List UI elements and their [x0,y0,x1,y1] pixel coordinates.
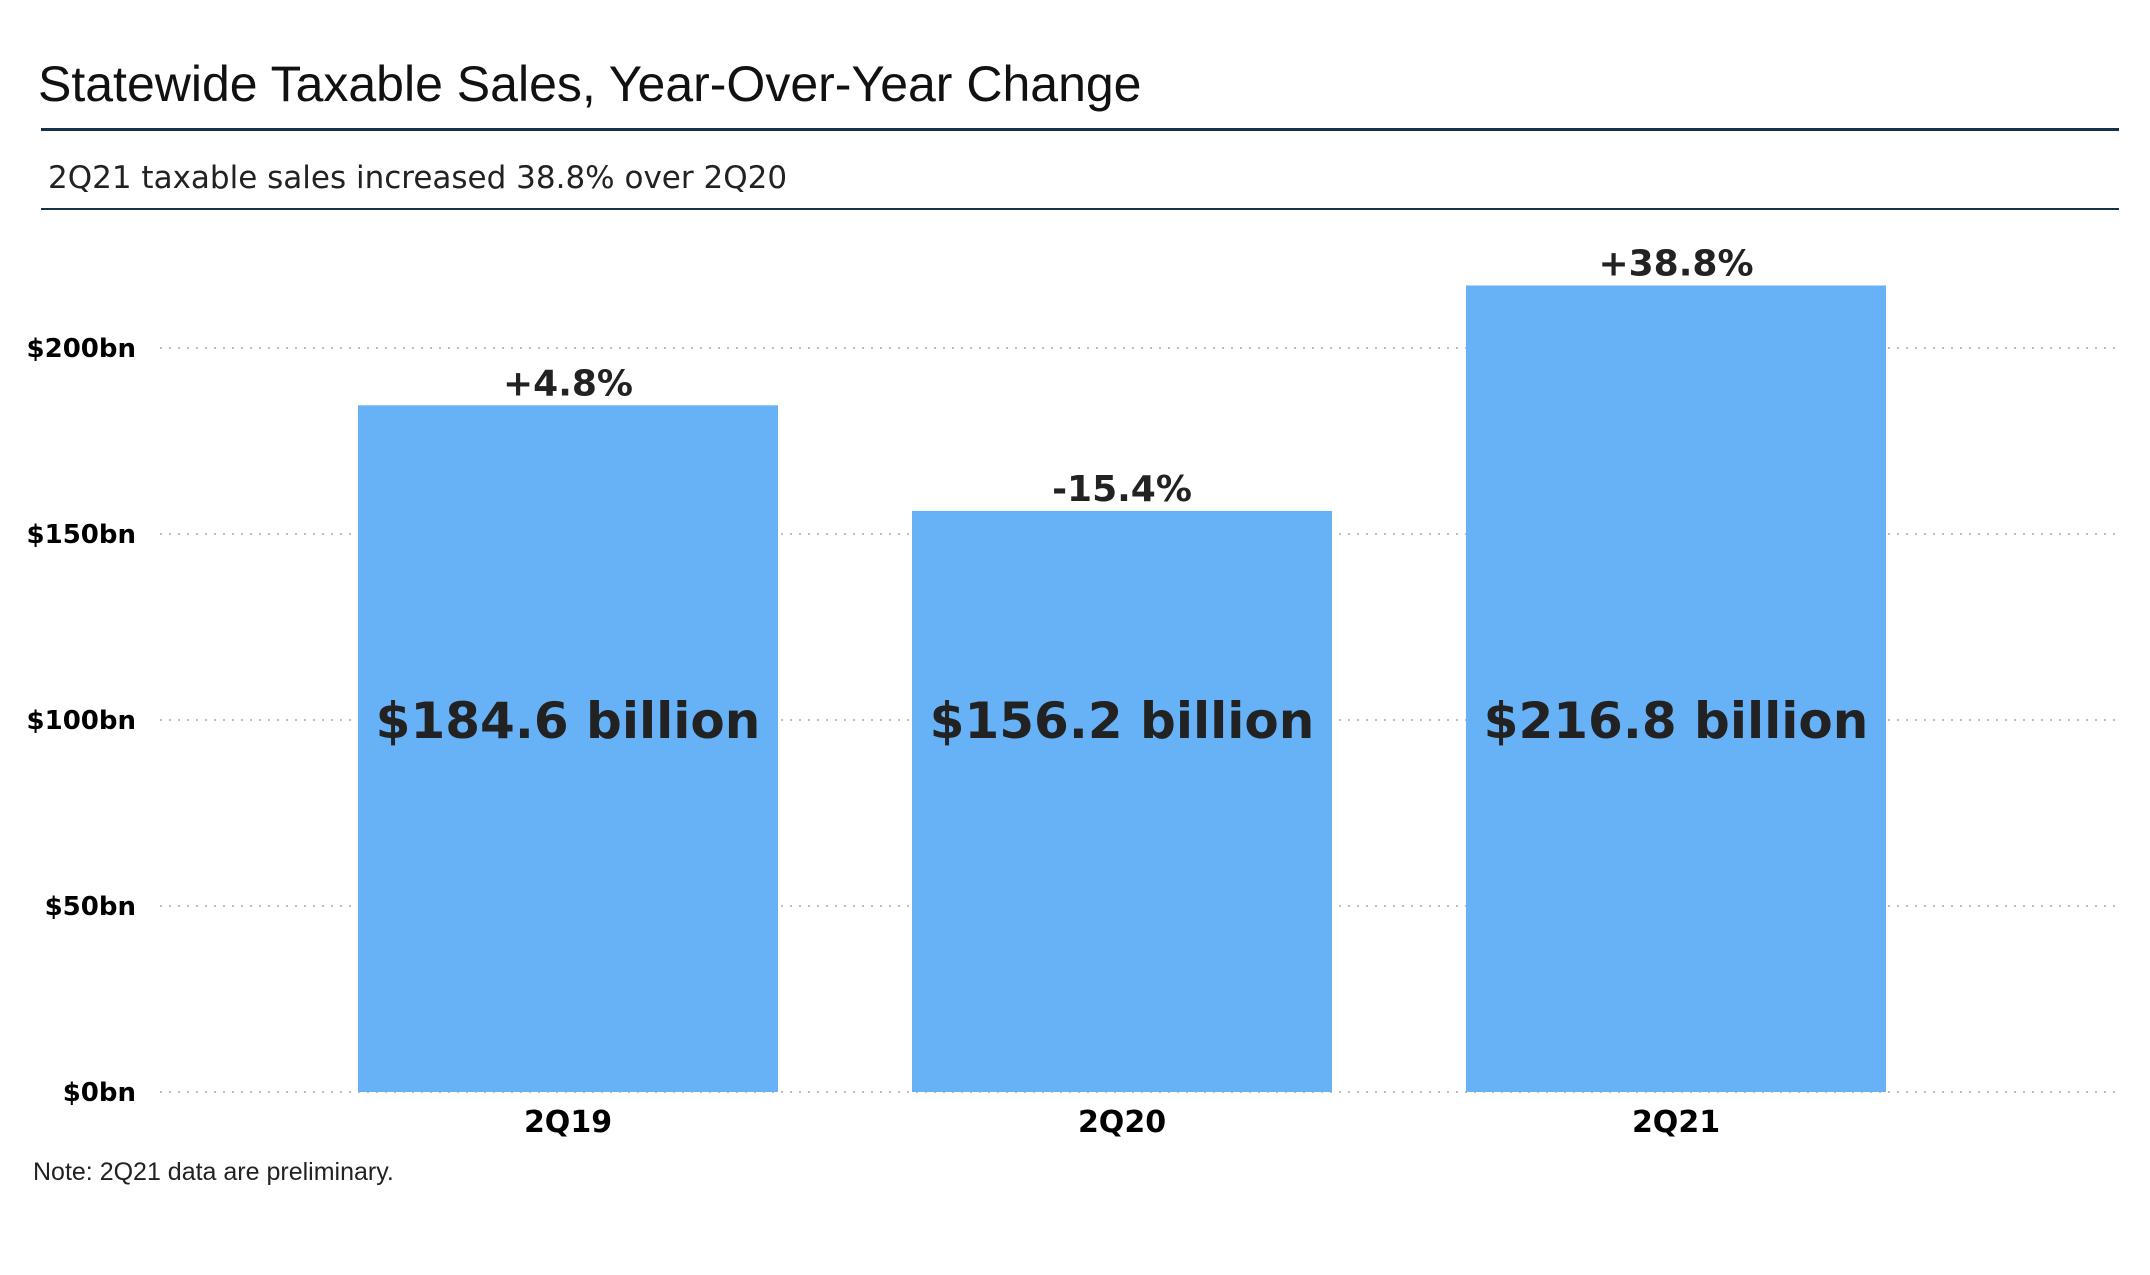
footnote: Note: 2Q21 data are preliminary. [33,1158,394,1186]
bars [358,285,1886,1093]
bar-labels: $184.6 billion +4.8% $156.2 billion -15.4% $… [376,244,1869,750]
x-tick-label: 2Q19 [524,1105,612,1140]
bar-change-label: +38.8% [1598,244,1753,285]
y-tick-label: $200bn [27,334,136,364]
bar-value-label: $184.6 billion [376,692,761,750]
y-tick-label: $100bn [27,706,136,736]
y-tick-label: $0bn [63,1078,136,1108]
bar-change-label: -15.4% [1052,469,1192,510]
subtitle-rule [41,208,2119,210]
y-tick-label: $50bn [45,892,136,922]
bar [1466,285,1886,1092]
y-axis-ticks: $0bn $50bn $100bn $150bn $200bn [27,334,136,1108]
x-axis-ticks: 2Q19 2Q20 2Q21 [524,1105,1720,1140]
bar-value-label: $216.8 billion [1484,692,1869,750]
x-tick-label: 2Q20 [1078,1105,1166,1140]
bar-change-label: +4.8% [503,363,633,404]
y-tick-label: $150bn [27,520,136,550]
bar [912,510,1332,1092]
title-rule [41,128,2119,131]
bar-value-label: $156.2 billion [930,692,1315,750]
chart-subtitle: 2Q21 taxable sales increased 38.8% over … [48,160,788,196]
chart-title: Statewide Taxable Sales, Year-Over-Year … [38,56,1142,112]
x-tick-label: 2Q21 [1632,1105,1720,1140]
bar [358,405,778,1093]
